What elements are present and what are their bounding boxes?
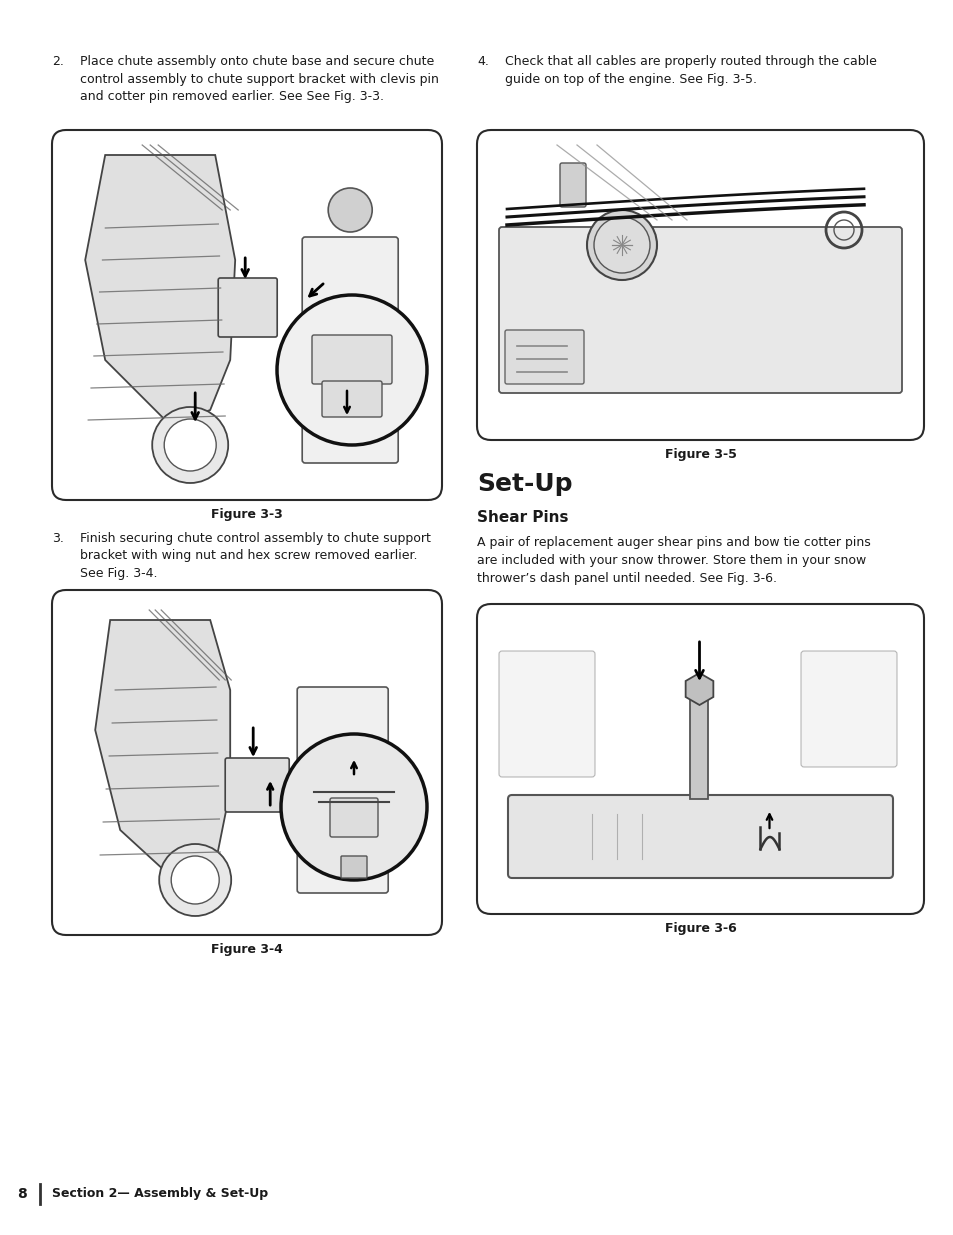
Text: 4.: 4.: [476, 56, 488, 68]
Text: Check that all cables are properly routed through the cable
guide on top of the : Check that all cables are properly route…: [504, 56, 876, 85]
Circle shape: [281, 734, 427, 881]
FancyBboxPatch shape: [302, 237, 397, 463]
Text: Section 2— Assembly & Set-Up: Section 2— Assembly & Set-Up: [52, 1188, 268, 1200]
Text: Finish securing chute control assembly to chute support
bracket with wing nut an: Finish securing chute control assembly t…: [80, 532, 431, 580]
Circle shape: [164, 419, 216, 471]
Text: 3.: 3.: [52, 532, 64, 545]
Circle shape: [171, 856, 219, 904]
FancyBboxPatch shape: [340, 856, 367, 878]
FancyBboxPatch shape: [498, 227, 901, 393]
FancyBboxPatch shape: [507, 795, 892, 878]
Polygon shape: [85, 156, 235, 425]
Text: Shear Pins: Shear Pins: [476, 510, 568, 525]
Text: Figure 3-5: Figure 3-5: [664, 448, 736, 461]
FancyBboxPatch shape: [218, 278, 277, 337]
Text: Place chute assembly onto chute base and secure chute
control assembly to chute : Place chute assembly onto chute base and…: [80, 56, 438, 103]
FancyBboxPatch shape: [559, 163, 585, 207]
Polygon shape: [95, 620, 230, 885]
FancyBboxPatch shape: [476, 130, 923, 440]
Text: 2.: 2.: [52, 56, 64, 68]
FancyBboxPatch shape: [801, 651, 896, 767]
Circle shape: [586, 210, 657, 280]
Text: A pair of replacement auger shear pins and bow tie cotter pins
are included with: A pair of replacement auger shear pins a…: [476, 536, 870, 585]
Circle shape: [276, 295, 427, 445]
Text: 8: 8: [17, 1187, 27, 1200]
FancyBboxPatch shape: [312, 335, 392, 384]
FancyBboxPatch shape: [297, 687, 388, 893]
Text: Figure 3-3: Figure 3-3: [211, 508, 283, 521]
Circle shape: [152, 408, 228, 483]
Circle shape: [159, 844, 231, 916]
Polygon shape: [685, 673, 713, 705]
Text: Figure 3-4: Figure 3-4: [211, 944, 283, 956]
Circle shape: [328, 188, 372, 232]
Bar: [690, 689, 708, 799]
Text: Set-Up: Set-Up: [476, 472, 572, 496]
FancyBboxPatch shape: [322, 382, 381, 417]
FancyBboxPatch shape: [330, 798, 377, 837]
FancyBboxPatch shape: [52, 130, 441, 500]
FancyBboxPatch shape: [476, 604, 923, 914]
FancyBboxPatch shape: [52, 590, 441, 935]
FancyBboxPatch shape: [504, 330, 583, 384]
FancyBboxPatch shape: [225, 758, 289, 811]
FancyBboxPatch shape: [498, 651, 595, 777]
Text: Figure 3-6: Figure 3-6: [664, 923, 736, 935]
Circle shape: [594, 217, 649, 273]
